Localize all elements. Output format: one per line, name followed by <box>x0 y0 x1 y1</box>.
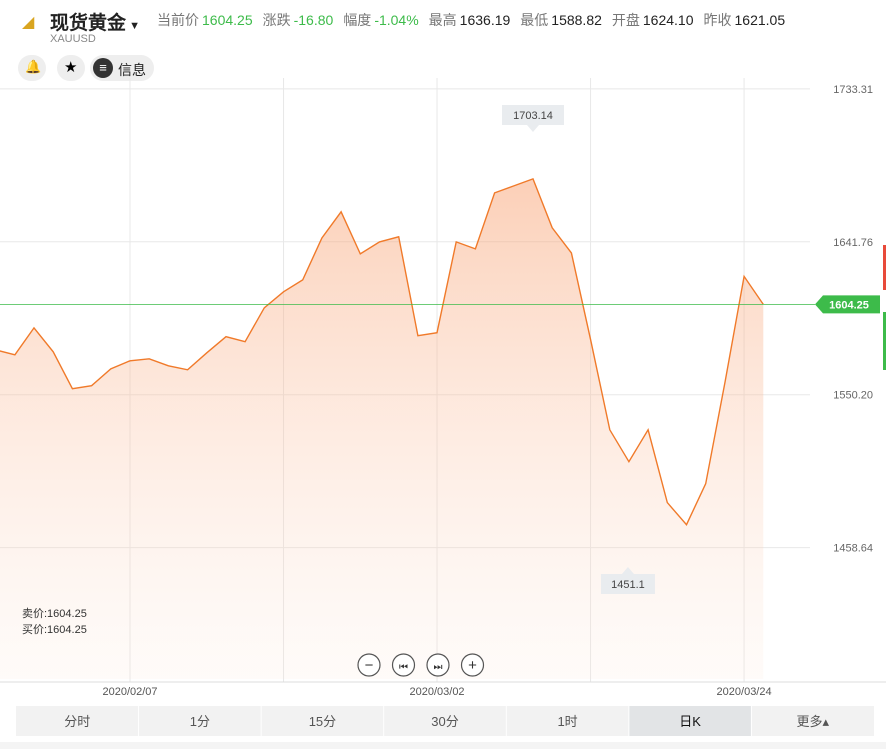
x-tick-label: 2020/03/02 <box>410 686 465 698</box>
zoom-icon: − <box>365 657 374 674</box>
tab[interactable]: 分时 <box>64 714 90 729</box>
high-label: 1703.14 <box>513 110 553 122</box>
zoom-circle <box>460 653 485 677</box>
zoom-button[interactable]: ⏭ <box>426 653 450 677</box>
stat: 开盘 1624.10 <box>612 10 694 30</box>
bottom-strip <box>0 742 886 749</box>
zoom-icon: + <box>468 657 477 674</box>
stat-label: 幅度 <box>343 12 372 28</box>
tab[interactable]: 1分 <box>138 706 210 736</box>
y-tick-label: 1458.64 <box>833 543 873 555</box>
title-text: 现货黄金 <box>50 13 127 34</box>
stat-value: -1.04% <box>374 12 419 28</box>
tab[interactable]: 1时 <box>505 706 578 736</box>
symbol: XAUUSD <box>50 33 96 45</box>
sell-price: 卖价:1604.25 <box>22 607 87 620</box>
tab[interactable]: 15分 <box>260 706 336 736</box>
stat-value: -16.80 <box>293 12 334 28</box>
stat-value: 1588.82 <box>551 12 602 28</box>
stat: 昨收 1621.05 <box>704 10 786 30</box>
x-tick-label: 2020/03/24 <box>717 686 772 698</box>
stat-label: 最高 <box>428 12 457 28</box>
high-label-box <box>501 105 564 132</box>
tab-label: 30分 <box>431 714 458 729</box>
stat-label: 当前价 <box>157 12 199 28</box>
header: ◢ 现货黄金 ▼ XAUUSD 当前价 1604.25 涨跌 -16.80 幅度 -1.0… <box>0 0 886 85</box>
zoom-circle <box>426 653 450 677</box>
zoom-icon: ⏭ <box>434 662 443 673</box>
buy-price: 买价:1604.25 <box>22 623 87 636</box>
stat-label: 最低 <box>520 12 549 28</box>
tab-selected <box>628 706 752 736</box>
info-label: 信息 <box>118 62 146 78</box>
stat-label: 昨收 <box>703 12 732 28</box>
area <box>0 178 764 679</box>
x-tick-label: 2020/02/07 <box>102 686 157 698</box>
stat-value: 1624.10 <box>642 12 694 28</box>
stat-value: 1636.19 <box>459 12 511 28</box>
stat: 最低 1588.82 <box>520 10 602 30</box>
stat-label: 开盘 <box>611 12 640 28</box>
zoom-circle <box>357 653 381 677</box>
tab[interactable]: 30分 <box>383 706 459 736</box>
stat: 幅度 -1.04% <box>343 10 418 30</box>
stat: 涨跌 -16.80 <box>263 10 334 30</box>
gold-icon: ◢ <box>22 14 35 31</box>
y-tick-label: 1641.76 <box>833 237 873 249</box>
favorite-button[interactable]: ★ <box>57 55 85 81</box>
tab[interactable]: 更多▴ <box>750 706 829 736</box>
alert-button[interactable]: 🔔 <box>18 55 46 81</box>
stats: 当前价 1604.25 涨跌 -16.80 幅度 -1.04% 最高 1636.19 最低 158… <box>157 10 785 30</box>
sell-bar <box>883 245 886 290</box>
info-button[interactable]: ≡ 信息 <box>90 55 154 81</box>
current-price-tag <box>815 295 880 314</box>
tab-label: 1时 <box>557 714 577 729</box>
stat: 当前价 1604.25 <box>157 10 253 30</box>
zoom-button[interactable]: − <box>357 653 381 677</box>
stat-value: 1621.05 <box>734 12 786 28</box>
tab-label: 15分 <box>309 714 336 729</box>
zoom-circle <box>391 653 416 677</box>
stat: 最高 1636.19 <box>429 10 511 30</box>
current-price-label: 1604.25 <box>829 299 869 311</box>
buy-bar <box>883 312 886 370</box>
tab-label: 更多▴ <box>796 714 829 729</box>
stat-label: 涨跌 <box>262 12 291 28</box>
zoom-icon: ⏮ <box>399 662 408 673</box>
tab-label: 分时 <box>64 714 90 729</box>
zoom-button[interactable]: + <box>460 653 485 677</box>
line <box>0 178 764 526</box>
low-label-box <box>600 567 655 594</box>
zoom-button[interactable]: ⏮ <box>391 653 416 677</box>
tab[interactable]: 日K <box>628 706 752 736</box>
low-label: 1451.1 <box>611 579 645 591</box>
stat-value: 1604.25 <box>202 12 253 28</box>
y-tick-label: 1733.31 <box>833 84 873 96</box>
title[interactable]: 现货黄金 ▼ <box>50 13 140 34</box>
tab-label: 1分 <box>190 714 210 729</box>
tab-label: 日K <box>679 714 701 729</box>
y-tick-label: 1550.20 <box>833 390 873 402</box>
